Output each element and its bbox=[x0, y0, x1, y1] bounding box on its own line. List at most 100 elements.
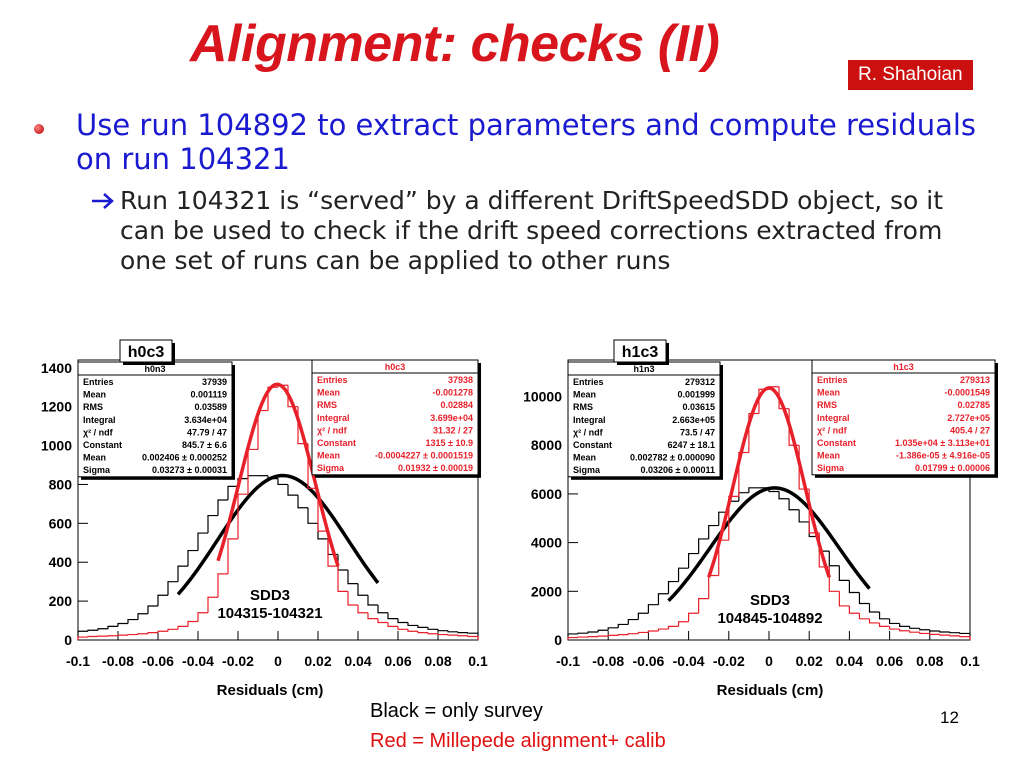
histogram-bin bbox=[197, 532, 208, 551]
y-tick-label: 0 bbox=[554, 632, 562, 648]
histogram-bin bbox=[798, 509, 810, 523]
histogram-bin bbox=[377, 618, 388, 624]
histogram-bin bbox=[297, 495, 308, 509]
stats-value: 6247 ± 18.1 bbox=[668, 440, 715, 450]
histogram-bin bbox=[117, 634, 128, 636]
histogram-bin bbox=[667, 625, 679, 630]
histogram-bin bbox=[337, 566, 348, 592]
stats-label: Integral bbox=[817, 413, 850, 423]
stats-label: Mean bbox=[83, 453, 106, 463]
histogram-bin bbox=[748, 487, 759, 493]
y-tick-label: 1200 bbox=[41, 399, 72, 415]
histogram-bin bbox=[457, 631, 468, 634]
histogram-bin bbox=[207, 596, 218, 613]
histogram-bin bbox=[137, 633, 148, 635]
histogram-bin bbox=[637, 612, 649, 620]
histogram-bin bbox=[217, 499, 228, 516]
histogram-bin bbox=[367, 612, 378, 620]
stats-label: χ² / ndf bbox=[573, 427, 604, 437]
stats-label: RMS bbox=[573, 402, 593, 412]
histogram-bin bbox=[147, 632, 158, 634]
stats-value: 37938 bbox=[448, 375, 473, 385]
x-tick-label: 0.04 bbox=[344, 653, 371, 669]
x-tick-label: -0.08 bbox=[592, 653, 624, 669]
histogram-bin bbox=[919, 628, 930, 631]
y-tick-label: 2000 bbox=[531, 583, 562, 599]
x-tick-label: -0.04 bbox=[182, 653, 214, 669]
histogram-bin bbox=[227, 538, 238, 574]
histogram-bin bbox=[647, 630, 659, 633]
histogram-bin bbox=[77, 636, 88, 640]
histogram-bin bbox=[407, 629, 418, 632]
histogram-bin bbox=[217, 573, 228, 598]
stats-label: RMS bbox=[83, 402, 103, 412]
histogram-bin bbox=[939, 634, 950, 636]
histogram-bin bbox=[127, 618, 138, 624]
histogram-bin bbox=[889, 626, 900, 630]
stats-box bbox=[77, 361, 233, 478]
histogram-bin bbox=[387, 622, 398, 627]
stats-value: -1.386e-05 ± 4.916e-05 bbox=[896, 451, 990, 461]
histogram-bin bbox=[87, 629, 98, 632]
stats-label: Integral bbox=[83, 415, 116, 425]
histogram-bin bbox=[617, 623, 629, 628]
histogram-bin bbox=[899, 623, 910, 627]
histogram-bin bbox=[637, 631, 649, 634]
stats-label: Sigma bbox=[817, 463, 845, 473]
histogram-bin bbox=[708, 524, 719, 539]
stats-value: 0.001119 bbox=[190, 390, 227, 400]
histogram-bin bbox=[878, 622, 890, 627]
x-tick-label: 0.02 bbox=[796, 653, 823, 669]
histogram-bin bbox=[147, 605, 158, 614]
stats-value: 37939 bbox=[202, 377, 227, 387]
histogram-bin bbox=[688, 552, 699, 569]
stats-label: RMS bbox=[317, 400, 337, 410]
annotation: 104315-104321 bbox=[217, 605, 322, 622]
stats-title: h1n3 bbox=[633, 364, 654, 374]
stats-value: 0.001999 bbox=[677, 390, 715, 400]
histogram-bin bbox=[688, 612, 699, 622]
stats-value: 0.02884 bbox=[440, 400, 473, 410]
histogram-bin bbox=[858, 592, 870, 605]
histogram-bin bbox=[427, 632, 438, 635]
histogram-bin bbox=[949, 635, 960, 637]
histogram-bin bbox=[848, 605, 860, 614]
histogram-bin bbox=[567, 636, 579, 640]
stats-value: 0.03206 ± 0.00011 bbox=[640, 465, 715, 475]
histogram-bin bbox=[627, 633, 639, 635]
stats-label: Entries bbox=[817, 375, 848, 385]
histogram-bin bbox=[919, 632, 930, 635]
hist-title-box bbox=[119, 339, 173, 363]
stats-label: Mean bbox=[317, 388, 340, 398]
stats-label: Mean bbox=[83, 390, 106, 400]
histogram-bin bbox=[177, 565, 188, 582]
stats-label: χ² / ndf bbox=[817, 425, 848, 435]
histogram-bin bbox=[657, 628, 669, 631]
histogram-bin bbox=[157, 630, 168, 633]
stats-title: h1c3 bbox=[893, 362, 914, 372]
stats-value: -0.0001549 bbox=[944, 388, 990, 398]
histogram-bin bbox=[577, 632, 589, 634]
y-tick-label: 4000 bbox=[531, 535, 562, 551]
x-tick-label: -0.1 bbox=[556, 653, 580, 669]
histogram-bin bbox=[307, 507, 318, 524]
histogram-bin bbox=[357, 583, 368, 596]
fit-curve bbox=[667, 486, 871, 602]
stats-value: 279312 bbox=[685, 377, 715, 387]
stats-value: 0.03273 ± 0.00031 bbox=[152, 465, 227, 475]
histogram-bin bbox=[287, 484, 298, 496]
histogram-bin bbox=[657, 593, 669, 605]
histogram-bin bbox=[317, 488, 328, 532]
histogram-bin bbox=[187, 620, 198, 627]
histogram-bin bbox=[899, 629, 910, 632]
x-tick-label: 0 bbox=[274, 653, 282, 669]
x-tick-label: -0.08 bbox=[102, 653, 134, 669]
y-tick-label: 1000 bbox=[41, 438, 72, 454]
histogram-bin bbox=[127, 633, 138, 636]
stats-value: 0.03589 bbox=[194, 402, 227, 412]
stats-value: 2.727e+05 bbox=[947, 413, 990, 423]
stats-label: Mean bbox=[573, 453, 596, 463]
x-tick-label: 0.1 bbox=[468, 653, 488, 669]
histogram-bin bbox=[909, 626, 920, 629]
